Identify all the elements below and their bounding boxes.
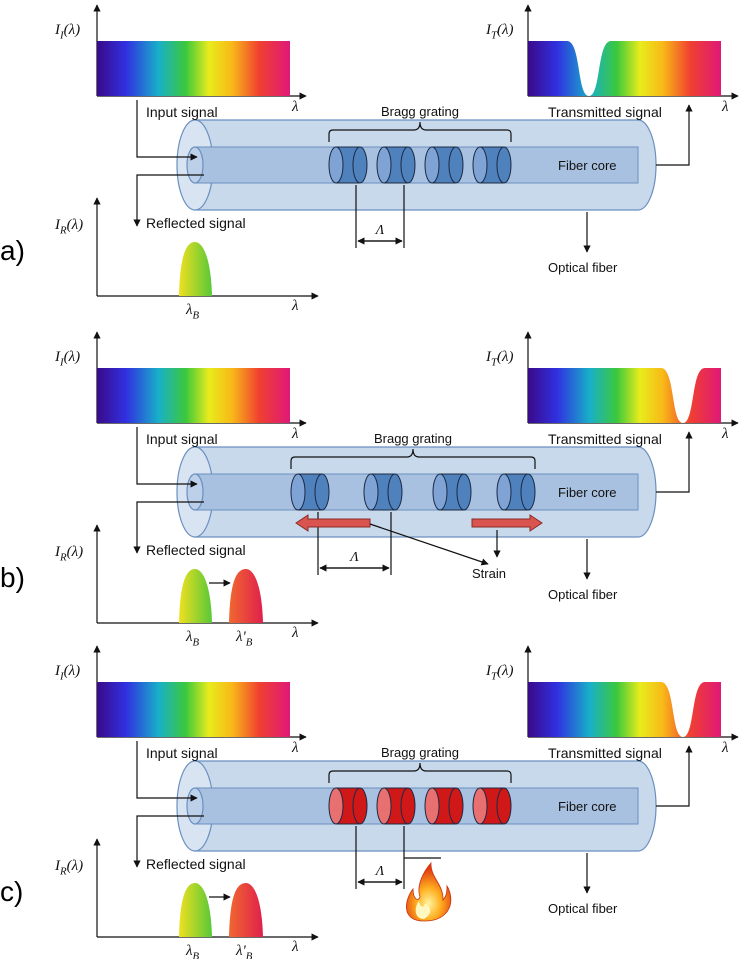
bragg-grating-label: Bragg grating xyxy=(374,431,452,446)
reflection-peak xyxy=(179,242,212,296)
input-lambda-label: λ xyxy=(291,426,299,442)
transmission-notch xyxy=(661,368,705,423)
reflection-peak xyxy=(179,883,212,937)
optical-fiber-label: Optical fiber xyxy=(548,260,618,275)
input-signal-path xyxy=(136,100,198,161)
transmitted-lambda-label: λ xyxy=(721,426,729,442)
fiber-core-label: Fiber core xyxy=(558,485,617,500)
reflected-signal-path xyxy=(133,501,204,554)
input-lambda-label: λ xyxy=(291,99,299,115)
strain-pointer-left xyxy=(369,523,489,566)
bragg-grating-brace xyxy=(328,121,512,142)
input-spectrum xyxy=(97,41,290,96)
grating-element xyxy=(363,473,403,511)
input-signal-label: Input signal xyxy=(146,431,218,447)
fiber-core-label: Fiber core xyxy=(558,158,617,173)
input-signal-path xyxy=(136,427,198,488)
lambda-b-label: λB xyxy=(185,302,200,322)
panel-letter: b) xyxy=(0,562,25,593)
fiber-core xyxy=(194,787,639,825)
fiber-core-end xyxy=(186,473,204,511)
reflected-signal-path xyxy=(133,815,204,868)
transmission-notch xyxy=(661,682,705,737)
reflected-intensity-label: IR(λ) xyxy=(54,217,83,237)
grating-element xyxy=(496,473,536,511)
panel-letter: a) xyxy=(0,235,25,266)
input-spectrum xyxy=(97,682,290,737)
lambda-b-label: λB xyxy=(185,943,200,959)
input-spectrum xyxy=(97,368,290,423)
transmitted-signal-label: Transmitted signal xyxy=(548,745,662,761)
grating-element xyxy=(424,787,464,825)
strain-arrow-left xyxy=(295,514,371,532)
optical-fiber-label: Optical fiber xyxy=(548,901,618,916)
fiber-core-end xyxy=(186,146,204,184)
transmitted-intensity-label: IT(λ) xyxy=(485,349,514,369)
input-intensity-label: II(λ) xyxy=(54,349,80,369)
transmitted-signal-path xyxy=(656,745,693,807)
grating-element xyxy=(424,146,464,184)
panel-none: a) II(λ) λ IT(λ) λ Fiber core Bragg grating Λ In… xyxy=(0,4,739,322)
reflected-lambda-label: λ xyxy=(291,298,299,314)
panel-temperature: c) II(λ) λ IT(λ) λ Fiber core Bragg grating Λ In… xyxy=(0,645,739,959)
shifted-reflection-peak xyxy=(229,569,263,623)
grating-element xyxy=(472,146,512,184)
grating-element xyxy=(328,787,368,825)
transmitted-lambda-label: λ xyxy=(721,740,729,756)
grating-element xyxy=(376,146,416,184)
input-signal-label: Input signal xyxy=(146,104,218,120)
input-intensity-label: II(λ) xyxy=(54,22,80,42)
reflection-peak xyxy=(179,569,212,623)
input-lambda-label: λ xyxy=(291,740,299,756)
transmitted-signal-label: Transmitted signal xyxy=(548,104,662,120)
input-signal-path xyxy=(136,741,198,802)
transmitted-signal-path xyxy=(656,431,693,493)
grating-element xyxy=(290,473,330,511)
transmitted-spectrum xyxy=(528,41,721,96)
grating-period-label: Λ xyxy=(348,550,359,565)
transmitted-lambda-label: λ xyxy=(721,99,729,115)
grating-period-label: Λ xyxy=(374,864,385,879)
reflected-signal-label: Reflected signal xyxy=(146,856,246,872)
transmitted-signal-path xyxy=(656,104,693,166)
strain-arrow-right xyxy=(471,514,543,532)
transmitted-intensity-label: IT(λ) xyxy=(485,22,514,42)
panel-letter: c) xyxy=(0,876,23,907)
grating-element xyxy=(432,473,472,511)
fiber-core-end xyxy=(186,787,204,825)
transmitted-signal-label: Transmitted signal xyxy=(548,431,662,447)
reflected-signal-path xyxy=(133,174,204,227)
transmitted-intensity-label: IT(λ) xyxy=(485,663,514,683)
grating-element xyxy=(328,146,368,184)
bragg-grating-label: Bragg grating xyxy=(381,745,459,760)
flame-icon xyxy=(404,857,452,922)
lambda-b-label: λB xyxy=(185,629,200,649)
lambda-b-prime-label: λ'B xyxy=(235,629,253,649)
bragg-grating-brace xyxy=(328,762,512,783)
bragg-grating-brace xyxy=(290,448,536,469)
panel-strain: b) II(λ) λ IT(λ) λ Fiber core Bragg grating Λ In… xyxy=(0,331,739,649)
grating-period-label: Λ xyxy=(374,223,385,238)
reflected-signal-label: Reflected signal xyxy=(146,542,246,558)
lambda-b-prime-label: λ'B xyxy=(235,943,253,959)
reflected-lambda-label: λ xyxy=(291,625,299,641)
grating-element xyxy=(472,787,512,825)
grating-element xyxy=(376,787,416,825)
input-signal-label: Input signal xyxy=(146,745,218,761)
reflected-intensity-label: IR(λ) xyxy=(54,544,83,564)
optical-fiber-label: Optical fiber xyxy=(548,587,618,602)
input-intensity-label: II(λ) xyxy=(54,663,80,683)
bragg-grating-label: Bragg grating xyxy=(381,104,459,119)
reflected-intensity-label: IR(λ) xyxy=(54,858,83,878)
strain-label: Strain xyxy=(472,566,506,581)
reflected-lambda-label: λ xyxy=(291,939,299,955)
shifted-reflection-peak xyxy=(229,883,263,937)
fiber-core-label: Fiber core xyxy=(558,799,617,814)
transmission-notch xyxy=(567,41,611,96)
reflected-signal-label: Reflected signal xyxy=(146,215,246,231)
